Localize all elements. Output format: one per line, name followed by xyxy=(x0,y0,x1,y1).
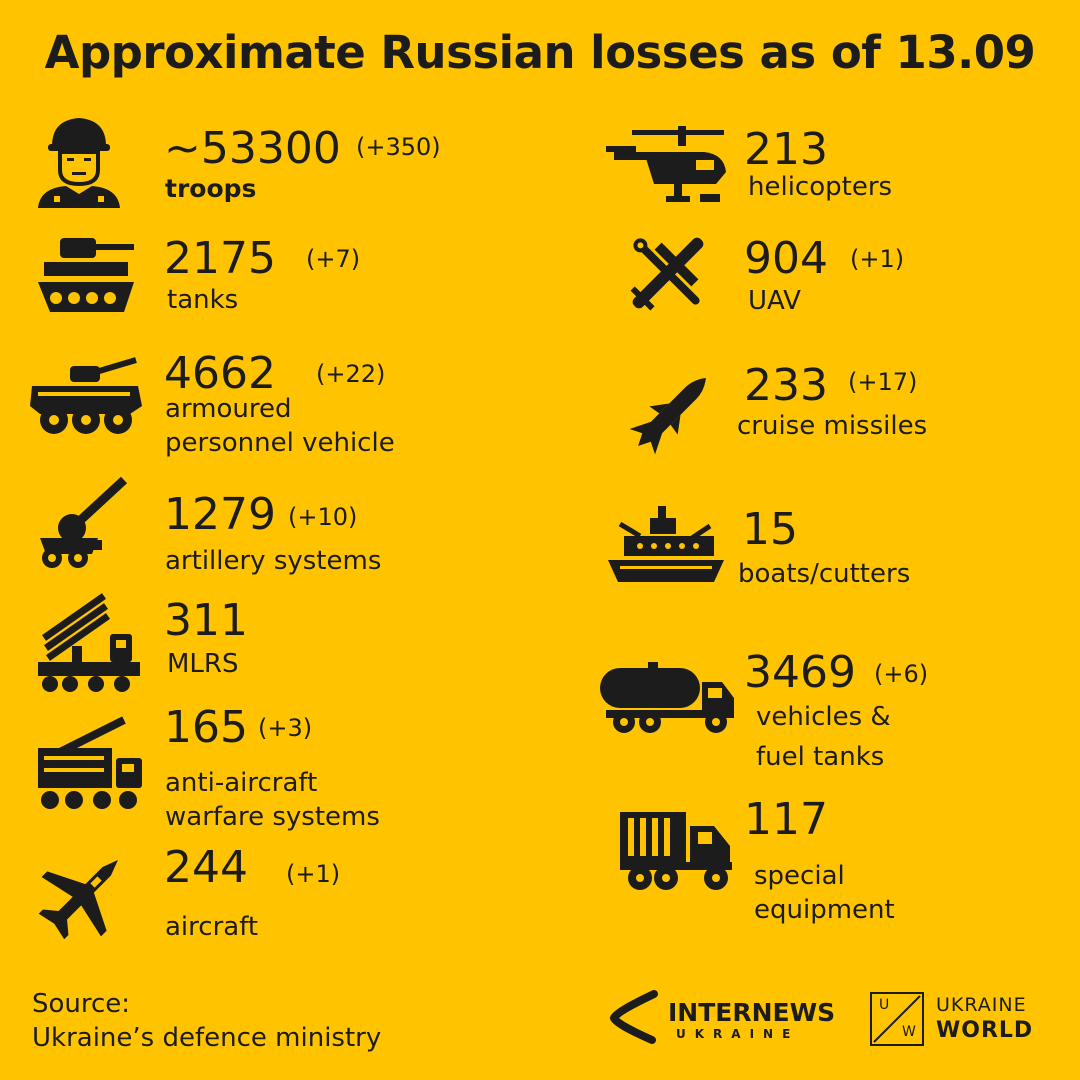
page-title: Approximate Russian losses as of 13.09 xyxy=(44,26,1036,79)
troops-delta: (+350) xyxy=(356,133,441,161)
apv-delta: (+22) xyxy=(316,360,386,388)
soldier-icon xyxy=(36,112,122,208)
helicopter-icon xyxy=(604,122,728,208)
troops-number: ~53300 xyxy=(164,123,341,174)
tanks-delta: (+7) xyxy=(306,245,361,273)
internews-mark-icon xyxy=(609,990,658,1044)
antiair-label-line1: anti-aircraft xyxy=(165,768,318,798)
ship-icon xyxy=(606,504,726,584)
source-label: Source: xyxy=(32,989,131,1019)
ukraine-world-logo: U W UKRAINE WORLD xyxy=(870,990,1055,1048)
vehicles-number: 3469 xyxy=(744,647,856,698)
troops-label: troops xyxy=(165,174,257,203)
artillery-label: artillery systems xyxy=(165,546,382,576)
uw-monogram-u: U xyxy=(879,997,890,1013)
missiles-delta: (+17) xyxy=(848,368,918,396)
uav-label: UAV xyxy=(748,286,801,316)
missiles-number: 233 xyxy=(744,360,828,411)
mlrs-number: 311 xyxy=(164,595,248,646)
apv-number: 4662 xyxy=(164,348,276,399)
boats-number: 15 xyxy=(742,504,798,555)
special-label-line1: special xyxy=(754,861,845,891)
special-number: 117 xyxy=(744,794,828,845)
boats-label: boats/cutters xyxy=(738,559,911,589)
fuel-truck-icon xyxy=(598,660,738,734)
vehicles-label-line2: fuel tanks xyxy=(756,742,885,772)
helicopters-label: helicopters xyxy=(748,172,893,202)
uav-number: 904 xyxy=(744,233,828,284)
uw-monogram-w: W xyxy=(902,1024,916,1040)
missile-icon xyxy=(624,364,720,460)
fighter-jet-icon xyxy=(36,846,132,942)
artillery-number: 1279 xyxy=(164,489,276,540)
aircraft-delta: (+1) xyxy=(286,860,341,888)
uw-monogram-icon: U W xyxy=(870,992,924,1046)
source-text: Ukraine’s defence ministry xyxy=(32,1023,382,1053)
apv-label-line1: armoured xyxy=(165,394,292,424)
mlrs-label: MLRS xyxy=(167,649,239,679)
artillery-delta: (+10) xyxy=(288,503,358,531)
helicopters-number: 213 xyxy=(744,124,828,175)
crossed-drone-icon xyxy=(620,226,716,320)
artillery-icon xyxy=(36,476,128,572)
antiair-number: 165 xyxy=(164,702,248,753)
tanks-number: 2175 xyxy=(164,233,276,284)
internews-wordmark: INTERNEWS xyxy=(668,998,836,1027)
internews-subtitle: UKRAINE xyxy=(676,1027,800,1041)
uw-wordmark-top: UKRAINE xyxy=(936,994,1027,1016)
tank-icon xyxy=(36,232,138,316)
aircraft-number: 244 xyxy=(164,842,248,893)
internews-ukraine-logo: INTERNEWS UKRAINE xyxy=(606,990,841,1048)
armoured-vehicle-icon xyxy=(30,356,142,438)
vehicles-delta: (+6) xyxy=(874,660,929,688)
uav-delta: (+1) xyxy=(850,245,905,273)
aircraft-label: aircraft xyxy=(165,912,259,942)
antiair-label-line2: warfare systems xyxy=(165,802,380,832)
vehicles-label-line1: vehicles & xyxy=(756,702,891,732)
special-truck-icon xyxy=(618,808,736,892)
missiles-label: cruise missiles xyxy=(737,411,928,441)
anti-aircraft-icon xyxy=(34,716,146,812)
tanks-label: tanks xyxy=(167,285,239,315)
special-label-line2: equipment xyxy=(754,895,895,925)
source-note: Source: Ukraine’s defence ministry xyxy=(32,987,381,1055)
apv-label-line2: personnel vehicle xyxy=(165,428,395,458)
mlrs-icon xyxy=(34,590,142,694)
antiair-delta: (+3) xyxy=(258,714,313,742)
uw-wordmark-bottom: WORLD xyxy=(936,1018,1034,1043)
